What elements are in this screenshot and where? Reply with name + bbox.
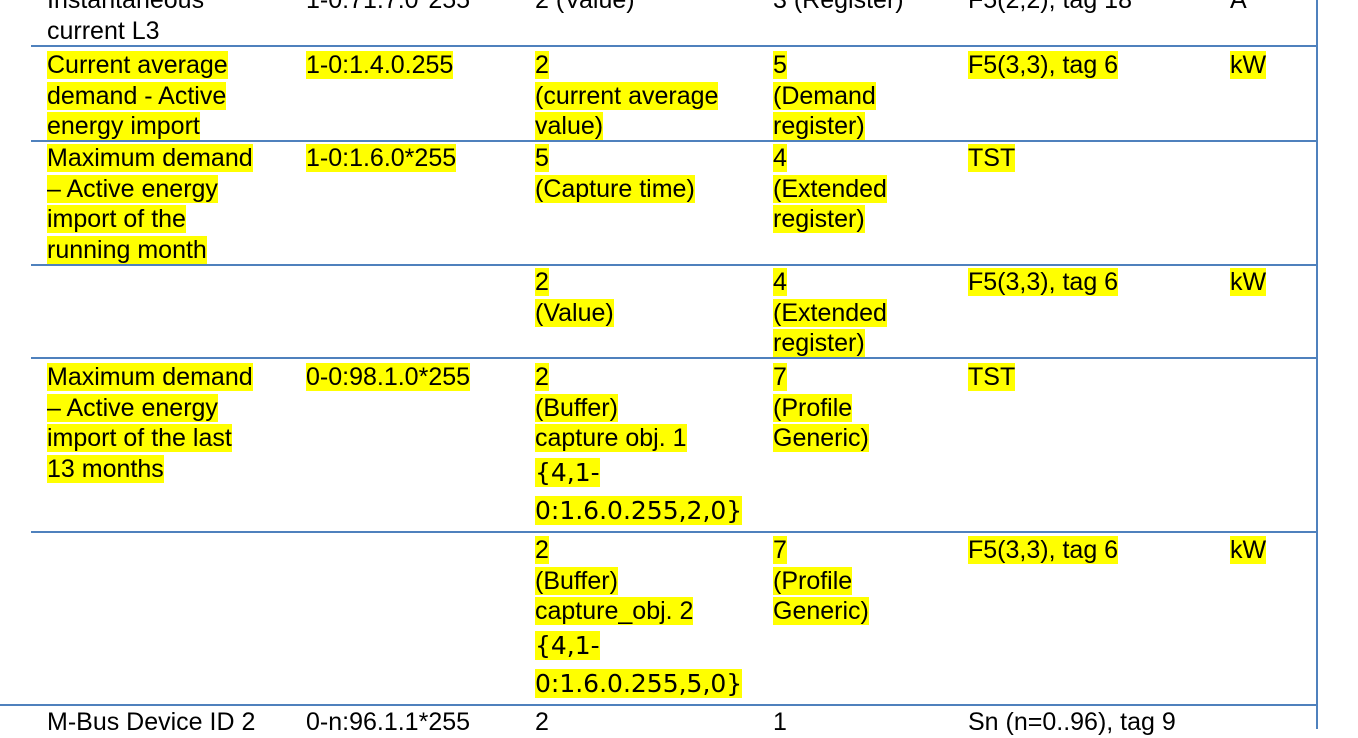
row2-class-line: (Extended xyxy=(773,174,887,203)
row4-description-line: – Active energy xyxy=(47,393,218,422)
row2-format: TST xyxy=(968,144,1016,172)
row5-class-line: Generic) xyxy=(773,597,869,625)
row2-format-cell: TST xyxy=(968,143,1016,174)
row4-attribute-line: 2 xyxy=(535,363,549,391)
row5-class: 7 (Profile Generic) xyxy=(773,535,869,627)
row5-format-cell: F5(3,3), tag 6 xyxy=(968,535,1119,566)
row2-description: Maximum demand – Active energy import of… xyxy=(47,143,253,265)
row3-unit-cell: kW xyxy=(1230,267,1267,298)
row3-format: F5(3,3), tag 6 xyxy=(968,268,1119,296)
row4-attribute-line: {4,1- xyxy=(535,457,600,487)
row1-unit-cell: kW xyxy=(1230,50,1267,81)
row4-class-line: Generic) xyxy=(773,424,869,452)
row6-attribute: 2 xyxy=(535,708,549,736)
table-right-border xyxy=(1316,0,1318,729)
row6-description: M-Bus Device ID 2 xyxy=(47,708,256,736)
row1-class-line: (Demand xyxy=(773,81,876,110)
row1-unit: kW xyxy=(1230,51,1267,79)
row4-class-line: (Profile xyxy=(773,393,853,422)
row1-class-line: register) xyxy=(773,112,865,140)
row2-attribute-line: (Capture time) xyxy=(535,174,695,203)
row4-description-line: 13 months xyxy=(47,454,164,483)
row-divider xyxy=(31,357,1318,359)
row4-attribute-line: capture obj. 1 xyxy=(535,424,687,452)
row4-class: 7 (Profile Generic) xyxy=(773,362,869,454)
row5-unit-cell: kW xyxy=(1230,535,1267,566)
row1-attribute-line: (current average xyxy=(535,81,719,110)
row2-obis-cell: 1-0:1.6.0*255 xyxy=(306,143,457,174)
row4-description: Maximum demand – Active energy import of… xyxy=(47,362,253,484)
row3-unit: kW xyxy=(1230,268,1267,296)
row1-obis-cell: 1-0:1.4.0.255 xyxy=(306,50,454,81)
row2-attribute-line: 5 xyxy=(535,144,549,172)
row5-class-line: (Profile xyxy=(773,566,853,595)
row5-unit: kW xyxy=(1230,536,1267,564)
row0-attribute: 2 (Value) xyxy=(535,0,635,14)
row-divider xyxy=(31,140,1318,142)
row3-attribute-line: 2 xyxy=(535,268,549,296)
row1-description: Current average demand - Active energy i… xyxy=(47,50,228,142)
row0-class: 3 (Register) xyxy=(773,0,904,14)
row2-description-line: import of the xyxy=(47,205,186,233)
row5-attribute: 2 (Buffer) capture_obj. 2 {4,1- 0:1.6.0.… xyxy=(535,535,743,703)
row0-obis-code: 1-0:71.7.0*255 xyxy=(306,0,471,14)
row4-description-line: import of the last xyxy=(47,424,232,452)
row6-format: Sn (n=0..96), tag 9 xyxy=(968,708,1176,736)
row4-format: TST xyxy=(968,363,1016,391)
row1-description-line: demand - Active xyxy=(47,81,227,110)
row3-attribute-line: (Value) xyxy=(535,298,614,327)
row5-attribute-line: 2 xyxy=(535,536,549,564)
row1-class: 5 (Demand register) xyxy=(773,50,876,142)
row2-class-line: register) xyxy=(773,205,865,233)
row2-description-line: – Active energy xyxy=(47,174,218,203)
row0-format: F5(2,2), tag 18 xyxy=(968,0,1132,14)
row1-format: F5(3,3), tag 6 xyxy=(968,51,1119,79)
row4-class-line: 7 xyxy=(773,363,787,391)
row0-description-line: Instantaneous xyxy=(47,0,205,14)
row1-attribute: 2 (current average value) xyxy=(535,50,719,142)
row3-class-line: (Extended xyxy=(773,298,887,327)
row3-class-line: register) xyxy=(773,329,865,357)
row4-description-line: Maximum demand xyxy=(47,363,253,391)
row1-description-line: Current average xyxy=(47,51,228,79)
row1-attribute-line: value) xyxy=(535,112,604,140)
row5-attribute-line: {4,1- xyxy=(535,630,600,660)
row4-attribute-line: 0:1.6.0.255,2,0} xyxy=(535,495,743,525)
row-divider xyxy=(31,264,1318,266)
row3-attribute: 2 (Value) xyxy=(535,267,614,328)
row5-attribute-line: (Buffer) xyxy=(535,566,618,595)
row4-format-cell: TST xyxy=(968,362,1016,393)
row0-description-line: current L3 xyxy=(47,16,160,45)
row4-obis-code: 0-0:98.1.0*255 xyxy=(306,363,471,391)
row3-class-line: 4 xyxy=(773,268,787,296)
row6-class: 1 xyxy=(773,708,787,736)
row2-attribute: 5 (Capture time) xyxy=(535,143,695,204)
row5-format: F5(3,3), tag 6 xyxy=(968,536,1119,564)
row5-class-line: 7 xyxy=(773,536,787,564)
row2-class: 4 (Extended register) xyxy=(773,143,887,235)
row6-obis-code: 0-n:96.1.1*255 xyxy=(306,708,471,736)
row2-class-line: 4 xyxy=(773,144,787,172)
row-divider xyxy=(31,45,1318,47)
row-divider xyxy=(31,531,1318,533)
row1-class-line: 5 xyxy=(773,51,787,79)
row1-obis-code: 1-0:1.4.0.255 xyxy=(306,51,454,79)
row1-attribute-line: 2 xyxy=(535,51,549,79)
row4-attribute: 2 (Buffer) capture obj. 1 {4,1- 0:1.6.0.… xyxy=(535,362,743,530)
row1-description-line: energy import xyxy=(47,112,200,140)
row5-attribute-line: 0:1.6.0.255,5,0} xyxy=(535,668,743,698)
row0-unit: A xyxy=(1230,0,1247,14)
row3-format-cell: F5(3,3), tag 6 xyxy=(968,267,1119,298)
row-divider xyxy=(0,704,1318,706)
row2-description-line: Maximum demand xyxy=(47,144,253,172)
row0-description: Instantaneous current L3 xyxy=(47,0,204,46)
row5-attribute-line: capture_obj. 2 xyxy=(535,597,694,625)
row4-obis-cell: 0-0:98.1.0*255 xyxy=(306,362,471,393)
row3-class: 4 (Extended register) xyxy=(773,267,887,359)
row2-obis-code: 1-0:1.6.0*255 xyxy=(306,144,457,172)
row1-format-cell: F5(3,3), tag 6 xyxy=(968,50,1119,81)
row2-description-line: running month xyxy=(47,235,207,264)
row4-attribute-line: (Buffer) xyxy=(535,393,618,422)
